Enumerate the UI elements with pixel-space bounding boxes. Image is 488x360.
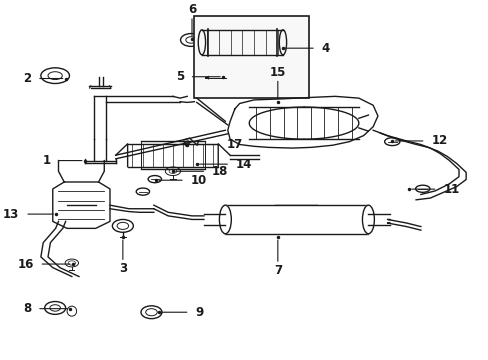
Text: 13: 13 <box>3 208 20 221</box>
Text: 14: 14 <box>235 158 252 171</box>
Text: 1: 1 <box>42 154 50 167</box>
Text: 12: 12 <box>430 134 447 148</box>
Polygon shape <box>53 182 110 228</box>
Text: 10: 10 <box>190 174 206 187</box>
Ellipse shape <box>219 205 231 234</box>
Ellipse shape <box>362 205 374 234</box>
Polygon shape <box>227 96 377 148</box>
Text: 18: 18 <box>212 165 228 178</box>
Text: 11: 11 <box>442 183 459 195</box>
Text: 16: 16 <box>17 257 34 271</box>
Text: 17: 17 <box>226 138 242 151</box>
Text: 6: 6 <box>187 3 196 16</box>
Text: 4: 4 <box>321 42 329 55</box>
Text: 8: 8 <box>23 302 31 315</box>
Text: 2: 2 <box>23 72 31 85</box>
Text: 9: 9 <box>195 306 203 319</box>
Text: 15: 15 <box>269 66 285 78</box>
Text: 5: 5 <box>175 70 183 83</box>
Text: 7: 7 <box>273 264 281 277</box>
Text: 3: 3 <box>119 262 127 275</box>
Bar <box>194 16 308 98</box>
